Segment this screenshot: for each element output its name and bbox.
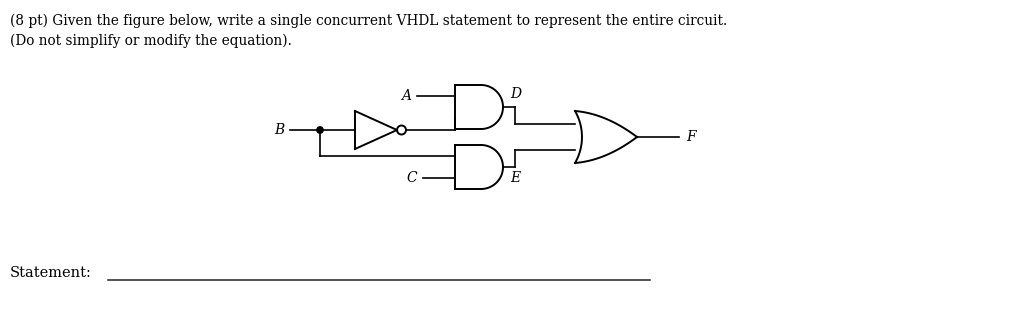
Text: (8 pt) Given the figure below, write a single concurrent VHDL statement to repre: (8 pt) Given the figure below, write a s… — [10, 14, 727, 28]
Text: D: D — [510, 87, 521, 101]
Text: (Do not simplify or modify the equation).: (Do not simplify or modify the equation)… — [10, 34, 292, 48]
Text: C: C — [407, 171, 417, 185]
Text: Statement:: Statement: — [10, 266, 92, 280]
Text: F: F — [686, 130, 696, 144]
Text: A: A — [401, 89, 411, 103]
Circle shape — [316, 127, 323, 133]
Text: E: E — [510, 171, 520, 185]
Text: B: B — [274, 123, 284, 137]
